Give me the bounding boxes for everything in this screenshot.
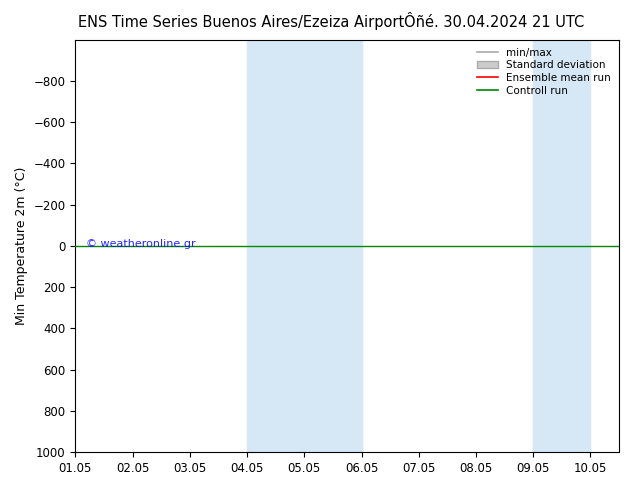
Legend: min/max, Standard deviation, Ensemble mean run, Controll run: min/max, Standard deviation, Ensemble me… (474, 45, 614, 99)
Y-axis label: Min Temperature 2m (°C): Min Temperature 2m (°C) (15, 167, 28, 325)
Bar (533, 40, 590, 452)
Text: ENS Time Series Buenos Aires/Ezeiza Airport: ENS Time Series Buenos Aires/Ezeiza Airp… (78, 15, 404, 30)
Text: Ôñé. 30.04.2024 21 UTC: Ôñé. 30.04.2024 21 UTC (404, 15, 585, 30)
Bar (247, 40, 361, 452)
Text: © weatheronline.gr: © weatheronline.gr (86, 239, 196, 249)
